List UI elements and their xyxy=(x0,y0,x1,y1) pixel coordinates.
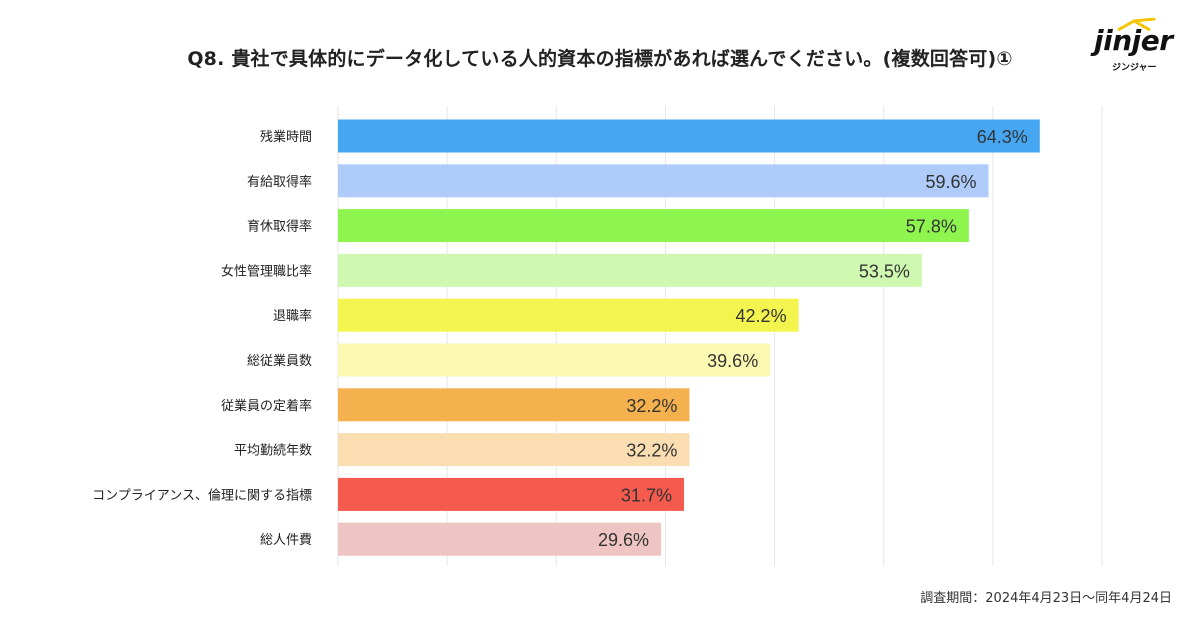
bar xyxy=(338,119,1040,153)
jinjer-logo: jinjer ジンジャー xyxy=(1090,18,1180,76)
category-label: コンプライアンス、倫理に関する指標 xyxy=(92,488,312,503)
data-label: 42.2% xyxy=(736,306,787,326)
category-label: 退職率 xyxy=(273,308,312,324)
data-label: 57.8% xyxy=(906,217,957,237)
category-label: 平均勤続年数 xyxy=(234,444,312,459)
data-label: 39.6% xyxy=(707,351,758,371)
chart-title: Q8. 貴社で具体的にデータ化している人的資本の指標があれば選んでください。(複… xyxy=(187,48,1013,70)
category-label: 残業時間 xyxy=(260,129,312,145)
category-label: 有給取得率 xyxy=(247,174,312,190)
category-label: 従業員の定着率 xyxy=(221,398,312,414)
survey-period-note: 調査期間：2024年4月23日〜同年4月24日 xyxy=(920,591,1172,606)
data-label: 29.6% xyxy=(598,530,649,550)
bar xyxy=(338,522,662,556)
logo-wordmark: jinjer xyxy=(1094,24,1173,57)
bar xyxy=(338,253,922,287)
bar xyxy=(338,164,989,198)
category-label: 総人件費 xyxy=(260,533,312,548)
category-label: 総従業員数 xyxy=(247,353,312,369)
data-label: 59.6% xyxy=(925,172,976,192)
bar xyxy=(338,343,771,377)
data-label: 32.2% xyxy=(626,396,677,416)
bar xyxy=(338,209,969,243)
bar xyxy=(338,433,690,467)
bar xyxy=(338,388,690,422)
logo-subtitle: ジンジャー xyxy=(1112,63,1157,73)
bar xyxy=(338,477,684,511)
data-label: 53.5% xyxy=(859,261,910,281)
data-label: 64.3% xyxy=(977,127,1028,147)
data-label: 32.2% xyxy=(626,441,677,461)
data-label: 31.7% xyxy=(621,485,672,505)
category-label: 育休取得率 xyxy=(247,219,312,235)
bar xyxy=(338,298,799,332)
logo-roof-icon xyxy=(1117,18,1156,32)
category-label: 女性管理職比率 xyxy=(221,263,312,279)
